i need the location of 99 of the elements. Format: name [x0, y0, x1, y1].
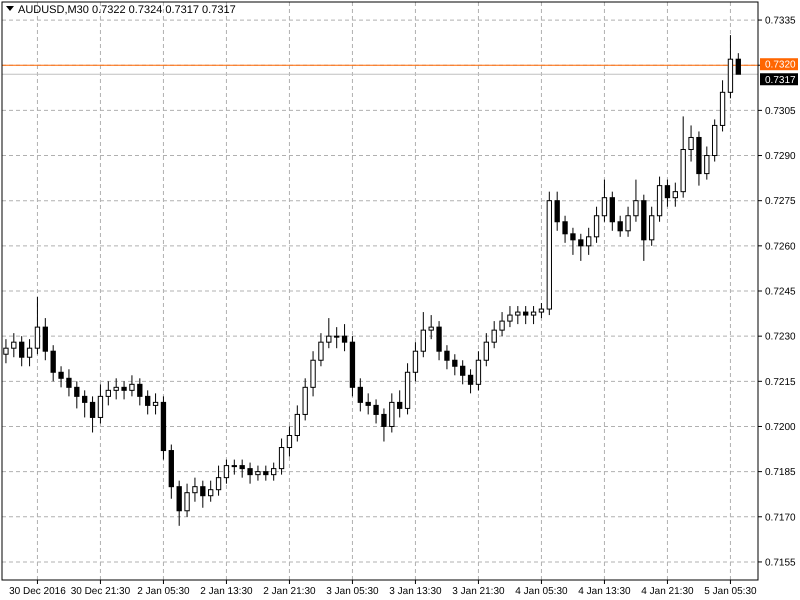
candlestick	[224, 459, 230, 484]
candlestick	[381, 408, 387, 442]
candlestick	[208, 480, 214, 502]
candlestick	[240, 459, 245, 478]
candlestick	[736, 52, 741, 75]
candlestick	[106, 380, 111, 406]
candlestick	[397, 390, 402, 418]
candlestick	[247, 462, 253, 484]
x-tick-label: 30 Dec 2016	[9, 586, 66, 597]
candlestick	[358, 378, 363, 412]
y-tick-label: 0.7170	[765, 512, 796, 524]
candlestick	[278, 438, 284, 476]
candlestick	[602, 179, 608, 222]
x-tick-label: 3 Jan 21:30	[452, 586, 506, 597]
y-tick-label: 0.7275	[765, 196, 796, 208]
candlestick	[484, 332, 489, 367]
candlestick	[145, 390, 150, 415]
candlestick	[286, 426, 292, 458]
candlestick	[688, 124, 694, 162]
candlestick	[562, 215, 568, 244]
ref-line-label: 0.7317	[765, 74, 796, 86]
candlestick	[58, 366, 64, 388]
y-tick-label: 0.7185	[765, 467, 796, 478]
x-tick-label: 3 Jan 05:30	[326, 586, 380, 597]
x-tick-label: 3 Jan 13:30	[389, 586, 442, 597]
candlestick	[515, 306, 520, 325]
candlestick	[373, 398, 379, 424]
candlestick	[420, 312, 426, 358]
candlestick	[554, 191, 560, 232]
candlestick	[318, 332, 324, 367]
x-tick-label: 2 Jan 13:30	[200, 586, 254, 597]
candlestick	[492, 320, 497, 349]
x-tick-label: 2 Jan 21:30	[263, 586, 316, 597]
candlestick	[121, 380, 127, 400]
candlestick	[271, 462, 276, 482]
candlestick	[570, 227, 576, 256]
candlestick	[499, 312, 505, 337]
candlestick	[255, 465, 261, 482]
candlestick	[586, 227, 592, 256]
candlestick	[444, 344, 450, 370]
ref-line-label: 0.7320	[765, 60, 796, 71]
y-tick-label: 0.7245	[765, 286, 796, 298]
candlestick	[137, 378, 142, 406]
x-tick-label: 4 Jan 05:30	[515, 586, 568, 597]
candlestick	[98, 384, 104, 424]
candlestick	[412, 342, 418, 382]
x-tick-label: 4 Jan 21:30	[641, 586, 694, 597]
candlestick	[342, 324, 348, 352]
candlestick	[633, 179, 639, 222]
y-tick-label: 0.7155	[765, 557, 796, 568]
candlestick	[326, 318, 332, 349]
candlestick	[672, 182, 678, 208]
x-tick-label: 4 Jan 13:30	[578, 586, 632, 597]
candlestick	[263, 465, 268, 482]
candlestick	[704, 146, 710, 180]
candlestick	[232, 459, 237, 476]
y-tick-label: 0.7290	[765, 151, 796, 162]
candlestick	[90, 396, 96, 433]
candlestick	[523, 306, 528, 325]
candlestick	[530, 306, 536, 325]
candlestick	[366, 392, 371, 415]
chart-title: AUDUSD,M30 0.7322 0.7324 0.7317 0.7317	[18, 4, 236, 16]
x-tick-label: 30 Dec 21:30	[70, 586, 131, 597]
candlestick	[594, 206, 600, 244]
candlestick	[152, 392, 158, 415]
candlestick	[34, 296, 40, 355]
candlestick	[664, 179, 670, 208]
candlestick	[11, 332, 16, 358]
candlestick	[200, 480, 206, 508]
y-tick-label: 0.7260	[765, 241, 796, 252]
candlestick	[428, 314, 434, 340]
candlestick	[538, 302, 544, 319]
candlestick	[216, 465, 222, 496]
candlestick	[74, 380, 80, 409]
candlestick	[578, 233, 584, 262]
candlestick	[50, 344, 56, 382]
candlestick	[192, 477, 198, 502]
x-tick-label: 2 Jan 05:30	[137, 586, 190, 597]
candlestick	[184, 483, 190, 518]
candlestick	[66, 368, 72, 397]
candlestick	[460, 360, 466, 385]
x-tick-label: 5 Jan 05:30	[704, 586, 758, 597]
y-tick-label: 0.7335	[765, 16, 796, 27]
y-tick-label: 0.7200	[765, 422, 796, 433]
candlestick	[114, 378, 119, 400]
candlestick	[452, 354, 458, 376]
candlestick	[26, 338, 32, 367]
candlestick	[334, 326, 340, 349]
y-tick-label: 0.7215	[765, 376, 796, 388]
candlestick	[19, 336, 24, 367]
candlestick	[468, 368, 474, 394]
candlestick	[294, 404, 300, 442]
candlestick	[507, 306, 513, 328]
candlestick	[618, 215, 623, 238]
candlestick	[625, 206, 631, 238]
y-tick-label: 0.7305	[765, 106, 796, 117]
candlestick	[129, 374, 135, 397]
candlestick	[82, 390, 88, 418]
y-tick-label: 0.7230	[765, 332, 796, 343]
